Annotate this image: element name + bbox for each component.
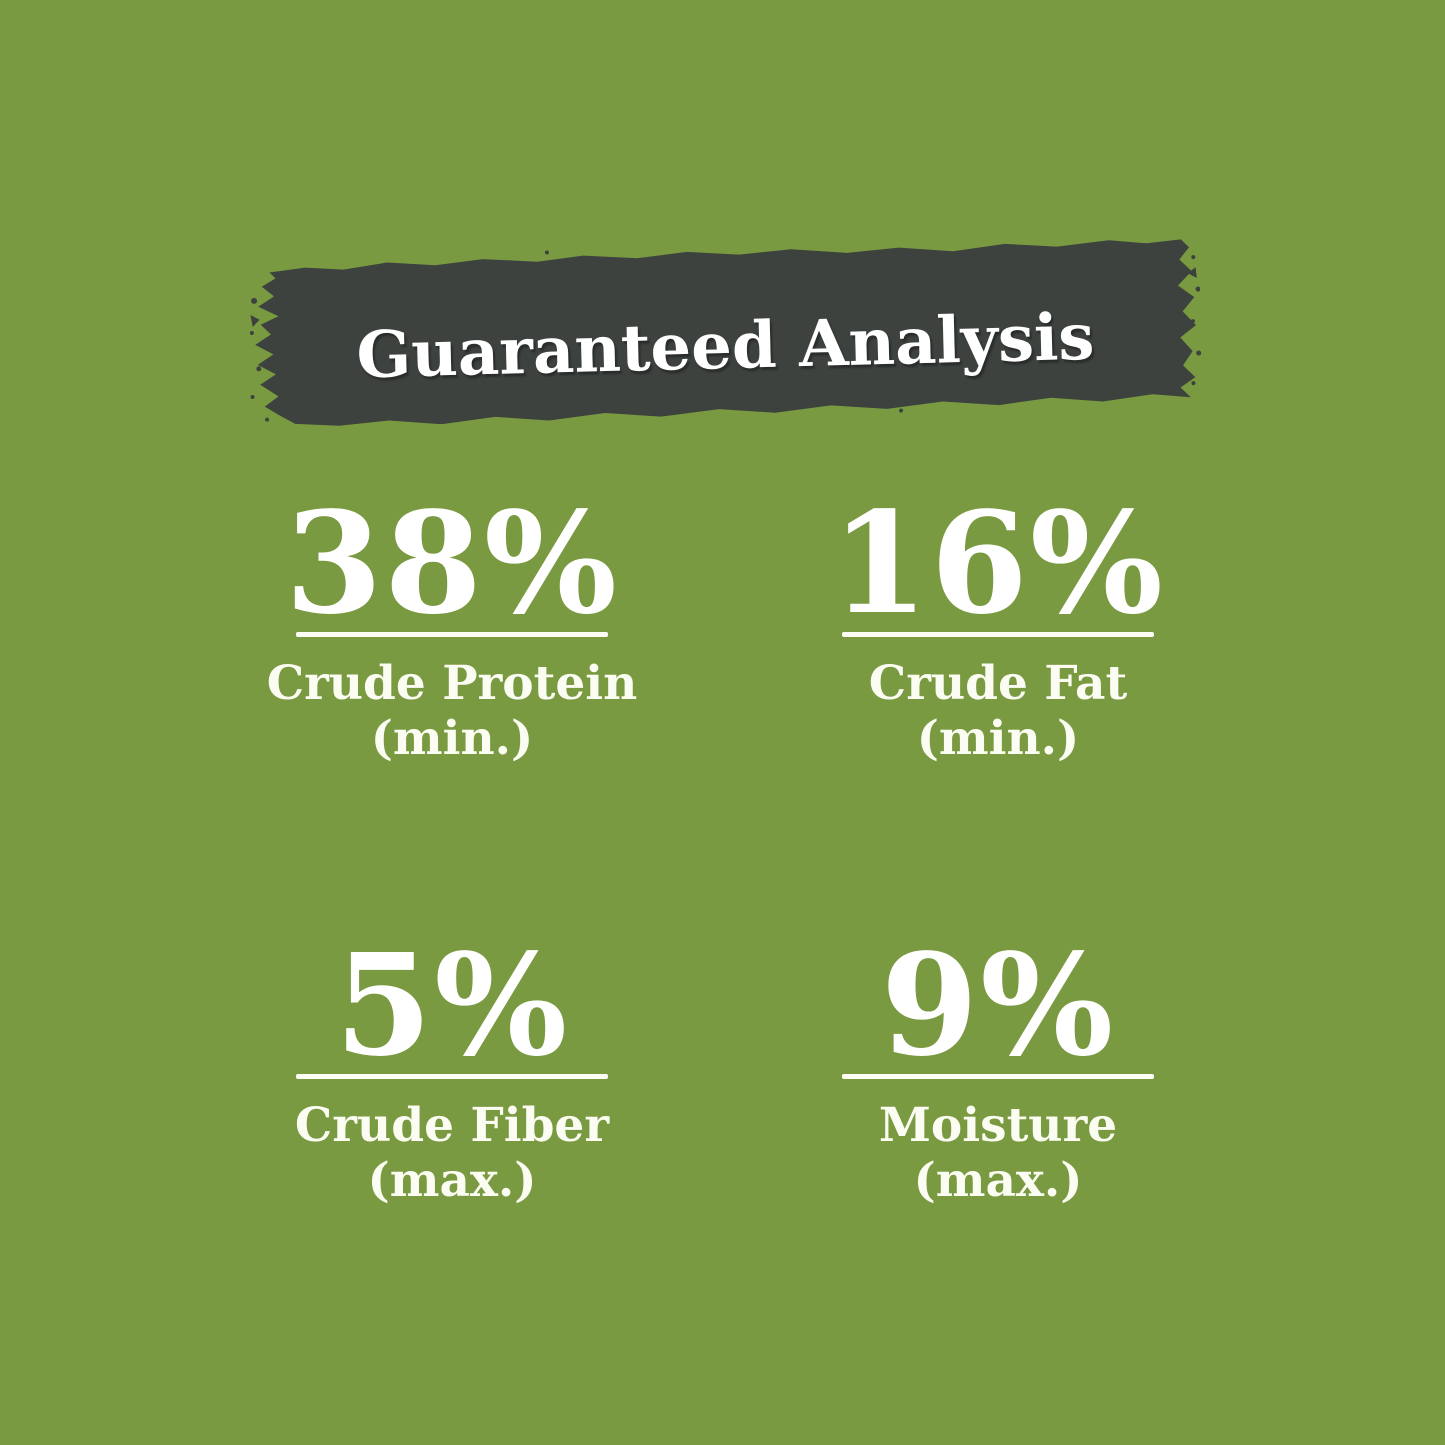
stat-divider xyxy=(296,1074,608,1079)
stat-value: 38% xyxy=(285,482,619,646)
banner-paint-speckles xyxy=(249,250,1202,422)
banner-distressed-background xyxy=(249,239,1202,426)
stat-qualifier: (min.) xyxy=(916,710,1080,766)
page-title: Guaranteed Analysis xyxy=(355,299,1096,393)
stat-divider xyxy=(842,632,1154,637)
stat-qualifier: (max.) xyxy=(913,1152,1083,1208)
stat-qualifier: (max.) xyxy=(367,1152,537,1208)
stat-moisture: 9% Moisture (max.) xyxy=(778,936,1218,1208)
stat-value: 5% xyxy=(334,924,570,1088)
stat-divider xyxy=(842,1074,1154,1079)
stat-label: Moisture xyxy=(878,1098,1118,1153)
stat-crude-fat: 16% Crude Fat (min.) xyxy=(778,494,1218,766)
stat-divider xyxy=(296,632,608,637)
stat-crude-fiber: 5% Crude Fiber (max.) xyxy=(232,936,672,1208)
stat-label: Crude Protein xyxy=(266,656,638,711)
header-banner: Guaranteed Analysis xyxy=(247,233,1203,429)
stat-value: 16% xyxy=(831,482,1165,646)
stat-crude-protein: 38% Crude Protein (min.) xyxy=(232,494,672,766)
stat-label: Crude Fiber xyxy=(294,1098,610,1153)
stat-qualifier: (min.) xyxy=(370,710,534,766)
stat-value: 9% xyxy=(880,924,1116,1088)
stat-label: Crude Fat xyxy=(868,656,1128,711)
